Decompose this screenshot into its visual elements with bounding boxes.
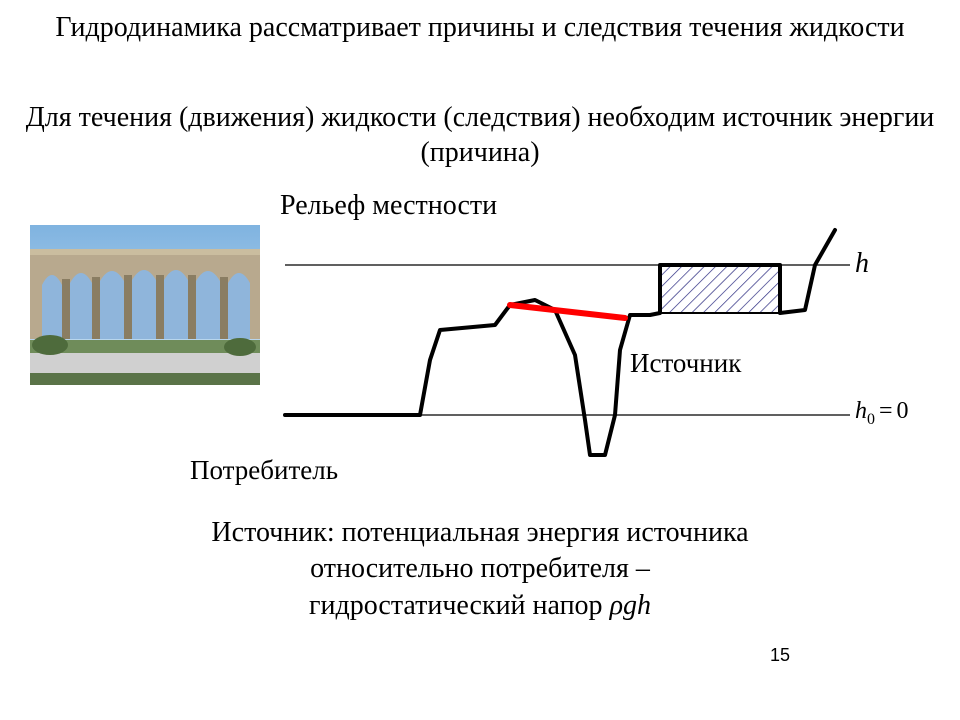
title-heading-1: Гидродинамика рассматривает причины и сл… xyxy=(0,10,960,45)
aqueduct-photo xyxy=(30,225,260,385)
bottom-formula: ρgh xyxy=(610,590,651,621)
label-h: h xyxy=(855,248,869,280)
bottom-line-3-prefix: гидростатический напор xyxy=(309,590,610,621)
reservoir-box xyxy=(660,265,780,313)
bottom-caption: Источник: потенциальная энергия источник… xyxy=(0,515,960,624)
terrain-diagram xyxy=(275,220,895,480)
label-consumer: Потребитель xyxy=(190,455,338,486)
bottom-line-2: относительно потребителя – xyxy=(0,551,960,587)
page-number: 15 xyxy=(770,645,790,666)
terrain-polyline xyxy=(285,230,835,455)
bottom-line-3: гидростатический напор ρgh xyxy=(0,588,960,624)
label-h0-val: 0 xyxy=(897,398,909,424)
label-source: Источник xyxy=(630,348,741,379)
terrain-subtitle: Рельеф местности xyxy=(280,190,497,222)
label-h0-var: h xyxy=(855,398,867,424)
title-heading-2: Для течения (движения) жидкости (следств… xyxy=(0,100,960,170)
label-h0-eq: = xyxy=(875,398,897,424)
bridge-segment xyxy=(510,305,625,318)
label-h0: h0=0 xyxy=(855,398,909,429)
bottom-line-1: Источник: потенциальная энергия источник… xyxy=(0,515,960,551)
label-h0-sub: 0 xyxy=(867,411,875,428)
